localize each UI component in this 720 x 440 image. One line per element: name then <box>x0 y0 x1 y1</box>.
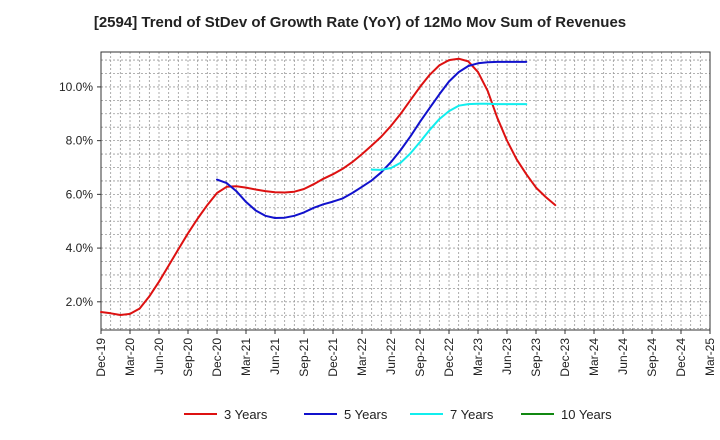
x-tick-label: Dec-24 <box>674 338 688 377</box>
x-tick-label: Mar-23 <box>471 338 485 376</box>
y-tick-label: 8.0% <box>66 134 94 148</box>
x-tick-label: Sep-22 <box>413 338 427 377</box>
series-line-7-years <box>370 102 528 171</box>
x-tick-label: Jun-24 <box>616 338 630 375</box>
series-line-3-years <box>100 57 557 316</box>
x-tick-label: Jun-23 <box>500 338 514 375</box>
x-tick-label: Mar-24 <box>587 338 601 376</box>
x-tick-label: Mar-21 <box>239 338 253 376</box>
y-tick-label: 6.0% <box>66 187 94 201</box>
legend-label-7-years: 7 Years <box>450 407 494 422</box>
x-tick-label: Jun-22 <box>384 338 398 375</box>
x-tick-label: Dec-20 <box>210 338 224 377</box>
x-tick-label: Sep-24 <box>645 338 659 377</box>
x-tick-label: Mar-20 <box>123 338 137 376</box>
x-tick-label: Sep-23 <box>529 338 543 377</box>
chart-title: [2594] Trend of StDev of Growth Rate (Yo… <box>93 14 627 31</box>
x-tick-label: Sep-21 <box>297 338 311 377</box>
legend-label-5-years: 5 Years <box>344 407 388 422</box>
x-tick-label: Mar-25 <box>703 338 717 376</box>
y-tick-label: 10.0% <box>59 80 93 94</box>
y-tick-label: 4.0% <box>66 241 94 255</box>
x-tick-label: Dec-23 <box>558 338 572 377</box>
x-tick-label: Dec-21 <box>326 338 340 377</box>
x-tick-label: Sep-20 <box>181 338 195 377</box>
series-line-5-years <box>216 60 528 219</box>
legend-label-3-years: 3 Years <box>224 407 268 422</box>
plot-area-frame <box>100 51 711 331</box>
x-tick-label: Dec-19 <box>94 338 108 377</box>
x-tick-label: Jun-20 <box>152 338 166 375</box>
x-tick-label: Dec-22 <box>442 338 456 377</box>
legend-label-10-years: 10 Years <box>561 407 612 422</box>
x-tick-label: Mar-22 <box>355 338 369 376</box>
x-tick-label: Jun-21 <box>268 338 282 375</box>
y-tick-label: 2.0% <box>66 295 94 309</box>
